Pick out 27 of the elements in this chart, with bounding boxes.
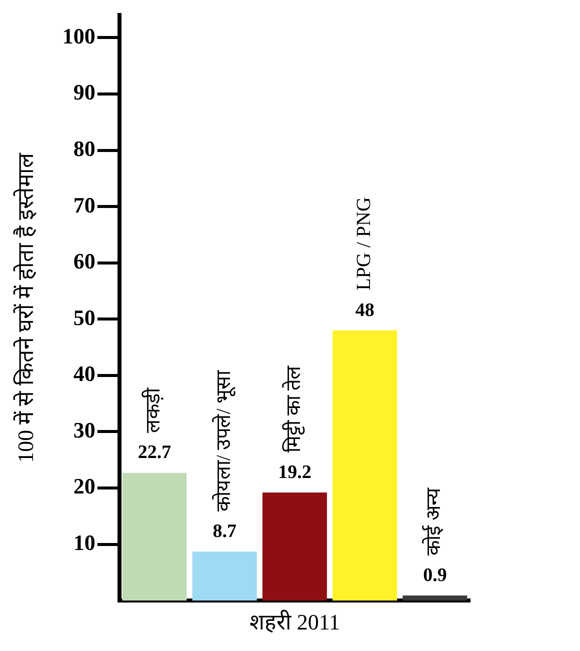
y-tick-label: 40 — [73, 361, 96, 386]
bar — [262, 492, 327, 601]
y-tick-label: 50 — [73, 304, 96, 330]
x-tick-label: कोयला/ उपले/ भूसा — [212, 370, 236, 512]
data-label: 19.2 — [278, 462, 312, 483]
y-tick-label: 30 — [73, 417, 96, 442]
y-tick-label: 80 — [73, 136, 96, 161]
x-tick-label: LPG / PNG — [353, 197, 376, 290]
data-label: 8.7 — [212, 521, 237, 542]
x-tick-label: लकड़ी — [142, 386, 165, 433]
bar — [402, 596, 468, 601]
y-tick-label: 10 — [73, 530, 96, 555]
y-axis-title: 100 में से कितने घरों में होता है इस्तेमाल — [12, 152, 38, 463]
y-tick-label: 90 — [73, 80, 96, 105]
bar — [122, 472, 187, 601]
y-tick-label: 20 — [73, 474, 96, 499]
data-label: 0.9 — [423, 564, 447, 586]
data-label: 48 — [355, 300, 374, 321]
y-tick-label: 60 — [73, 248, 96, 274]
x-tick-label: कोई अन्य — [422, 488, 446, 556]
x-tick-label: मिट्टी का तेल — [282, 366, 305, 453]
bar — [192, 552, 257, 601]
x-axis-title: शहरी 2011 — [249, 610, 340, 635]
y-tick-label: 100 — [62, 23, 96, 48]
bar — [332, 330, 398, 601]
data-label: 22.7 — [138, 442, 172, 464]
y-tick-label: 70 — [73, 192, 96, 218]
